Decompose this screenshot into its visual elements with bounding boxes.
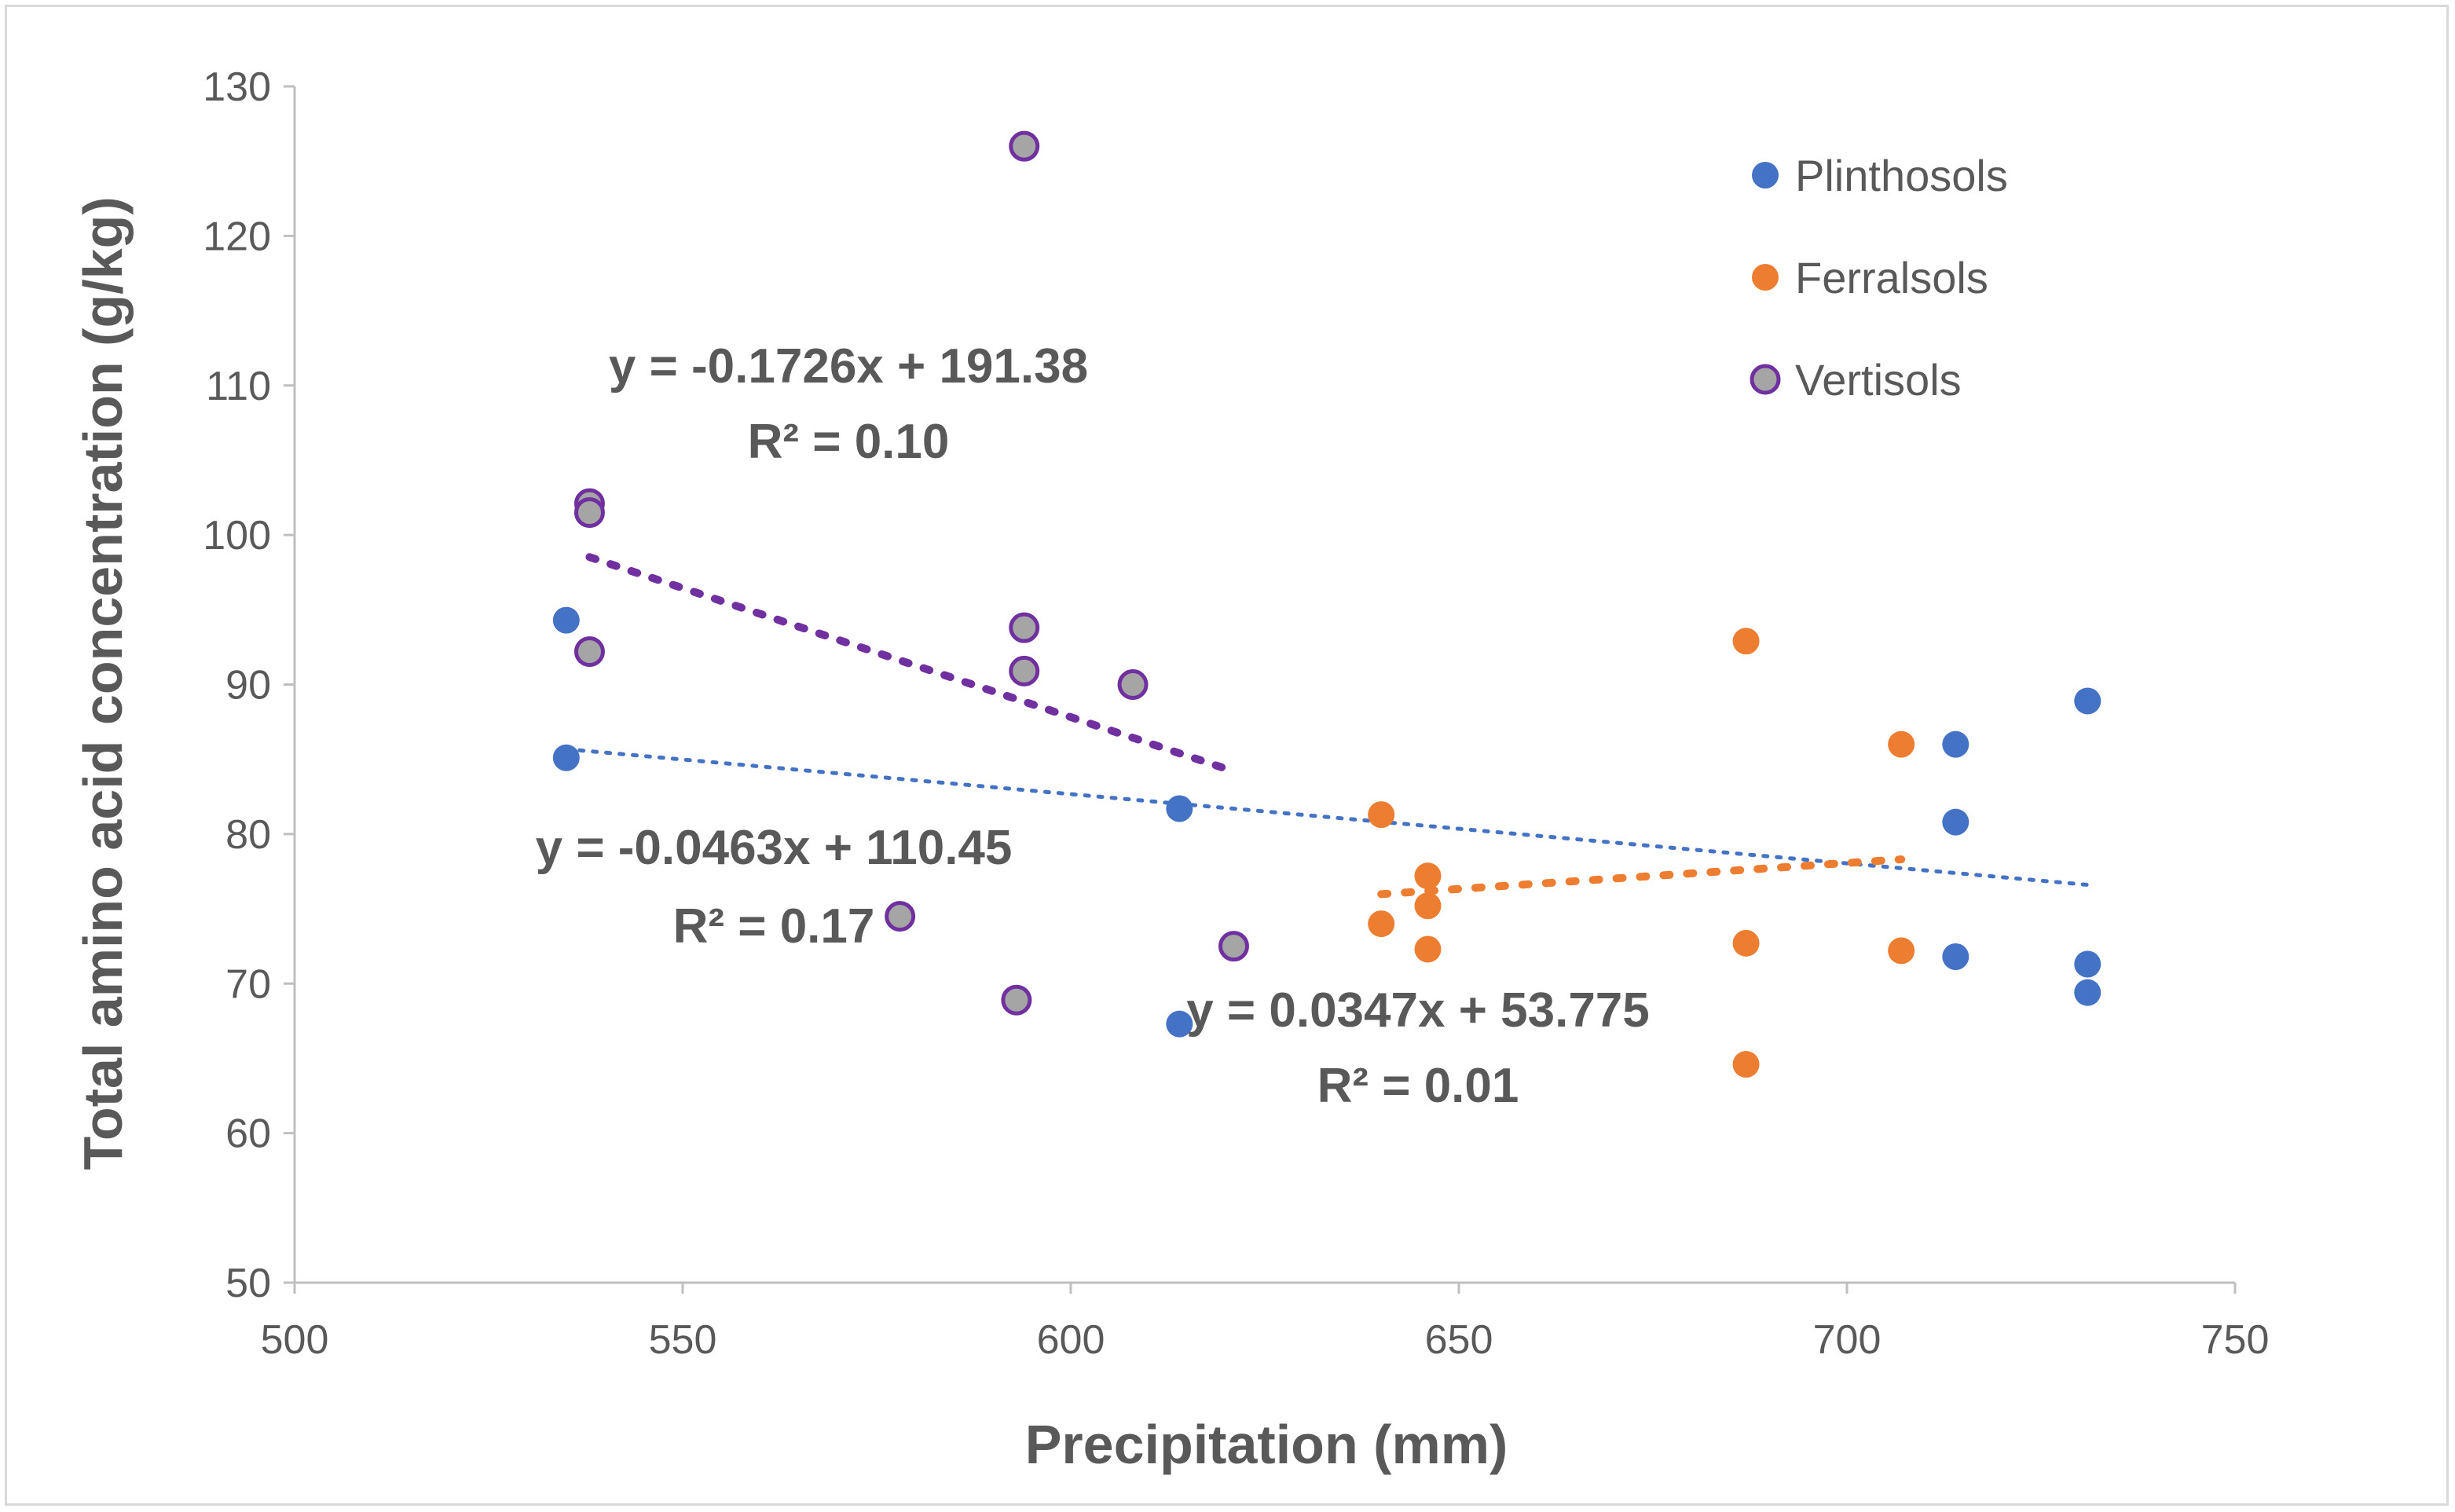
trendline-ferralsols [1377,855,1906,899]
point-vertisols [885,901,916,932]
y-tick-label: 70 [225,961,271,1007]
point-ferralsols [1888,937,1915,965]
r2-plinthosols: R² = 0.17 [673,899,875,954]
equation-plinthosols: y = -0.0463x + 110.45 [536,821,1013,875]
point-ferralsols [1732,1051,1760,1078]
r2-ferralsols: R² = 0.01 [1317,1059,1519,1113]
point-ferralsols [1368,910,1395,938]
legend-marker-plinthosols [1752,162,1779,189]
legend-marker-vertisols [1750,364,1781,395]
y-tick-label: 130 [203,64,271,110]
y-axis-title: Total amino acid concentration (g/kg) [72,196,134,1170]
legend-marker-ferralsols [1752,264,1779,291]
y-tick-label: 100 [203,513,271,558]
legend-label-ferralsols: Ferralsols [1795,253,1988,302]
y-tick-label: 120 [203,214,271,259]
trendlines [564,553,2090,899]
point-ferralsols [1368,801,1395,829]
point-vertisols [1117,669,1149,700]
legend: Plinthosols Ferralsols Vertisols [1750,151,2008,405]
point-plinthosols [2074,979,2101,1006]
y-tick-label: 50 [225,1261,271,1306]
point-vertisols [573,636,605,668]
point-vertisols [1009,130,1040,162]
point-vertisols [1009,655,1040,686]
y-tick-label: 110 [206,364,271,409]
x-tick-label: 700 [1813,1317,1882,1363]
x-tick-label: 600 [1037,1317,1105,1363]
x-tick-label: 650 [1425,1317,1493,1363]
y-tick-label: 60 [225,1111,271,1157]
trendline-vertisols [585,553,1238,776]
point-ferralsols [1732,929,1760,957]
point-plinthosols [2074,950,2101,978]
trendline-equations: y = -0.0463x + 110.45 R² = 0.17 y = 0.0347… [536,339,1650,1113]
point-ferralsols [1414,862,1442,890]
x-tick-label: 550 [649,1317,717,1363]
point-vertisols [1001,984,1032,1016]
data-points [552,130,2101,1078]
legend-label-plinthosols: Plinthosols [1795,151,2008,200]
r2-vertisols: R² = 0.10 [748,415,950,469]
point-plinthosols [1942,730,1969,758]
point-ferralsols [1888,730,1915,758]
point-plinthosols [1942,808,1969,836]
equation-ferralsols: y = 0.0347x + 53.775 [1186,983,1650,1038]
legend-label-vertisols: Vertisols [1795,355,1962,405]
point-vertisols [1218,931,1249,962]
point-ferralsols [1732,628,1760,655]
chart-frame [5,5,2449,1506]
point-plinthosols [1942,943,1969,970]
point-ferralsols [1414,935,1442,963]
point-plinthosols [1166,795,1193,822]
axes: 500 550 600 650 700 750 50 60 70 80 90 100 110 120 130 [203,64,2269,1363]
point-vertisols [1009,612,1040,643]
point-plinthosols [2074,687,2101,715]
point-ferralsols [1414,892,1442,920]
point-vertisols [573,497,605,529]
y-tick-label: 90 [225,663,271,708]
x-axis-title: Precipitation (mm) [1025,1414,1508,1475]
x-tick-label: 750 [2201,1317,2270,1363]
x-tick-label: 500 [261,1317,329,1363]
point-plinthosols [552,744,580,771]
equation-vertisols: y = -0.1726x + 191.38 [609,339,1088,394]
point-plinthosols [1166,1010,1193,1038]
point-plinthosols [552,606,580,634]
y-tick-label: 80 [225,812,271,858]
